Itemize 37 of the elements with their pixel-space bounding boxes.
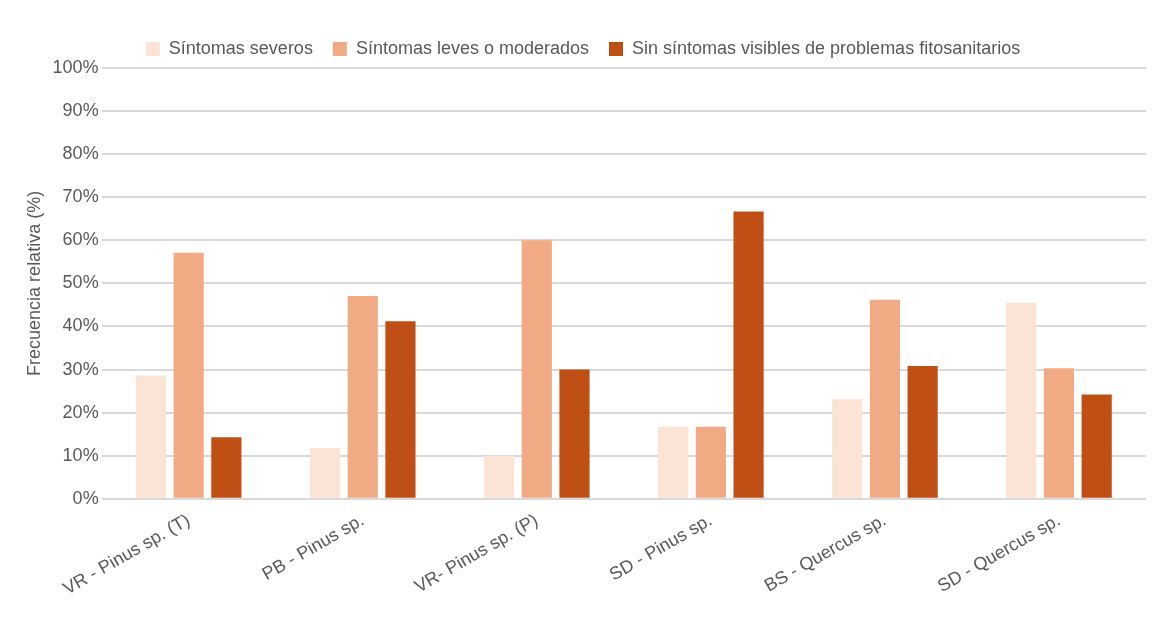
y-tick-label: 100% [52, 56, 99, 77]
bar [211, 437, 242, 498]
bar [658, 426, 689, 498]
bar [347, 295, 378, 498]
y-tick-label: 60% [62, 229, 99, 250]
y-tick-label: 40% [62, 315, 99, 336]
bar [521, 240, 552, 498]
y-tick-label: 80% [62, 143, 99, 164]
bar [907, 366, 938, 498]
y-tick-label: 90% [62, 100, 99, 121]
bar [832, 399, 863, 498]
bar [733, 211, 764, 498]
bar [385, 321, 416, 498]
y-axis-title: Frecuencia relativa (%) [23, 190, 44, 376]
bar [869, 299, 900, 498]
bar [559, 369, 590, 498]
y-tick-label: 0% [72, 487, 99, 508]
y-tick-label: 30% [62, 358, 99, 379]
bar [483, 455, 515, 498]
bar [1043, 368, 1075, 498]
bar [1006, 302, 1037, 498]
legend-label: Sin síntomas visibles de problemas fitosanitarios [632, 37, 1021, 58]
bar [173, 252, 204, 498]
y-tick-label: 20% [62, 401, 99, 422]
y-tick-label: 10% [62, 444, 99, 465]
x-tick-label: VR - Pinus sp. (T) [59, 509, 194, 599]
bar [309, 447, 341, 498]
bar [1081, 394, 1112, 498]
y-tick-label: 50% [62, 272, 99, 293]
bar [135, 375, 167, 498]
x-tick-label: PB - Pinus sp. [258, 509, 368, 584]
x-tick-label: SD - Pinus sp. [605, 509, 716, 585]
legend-label: Síntomas severos [168, 37, 313, 58]
x-tick-label: VR- Pinus sp. (P) [410, 509, 542, 597]
legend-label: Síntomas leves o moderados [355, 37, 590, 58]
y-tick-label: 70% [62, 186, 99, 207]
bar [695, 426, 726, 498]
